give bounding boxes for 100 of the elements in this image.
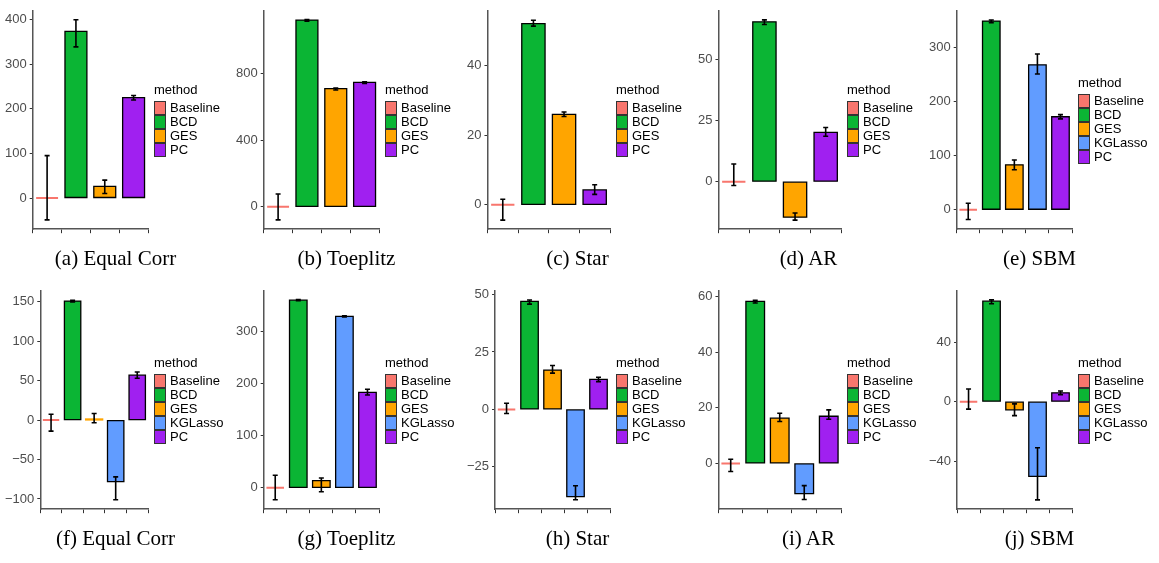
legend-label: PC [632, 142, 651, 157]
legend-label: GES [1094, 401, 1122, 416]
legend-label: KGLasso [863, 415, 917, 430]
legend-label: GES [170, 401, 198, 416]
y-tick-label: 300 [928, 39, 951, 55]
legend-label: Baseline [1094, 93, 1144, 108]
legend-label: BCD [170, 387, 198, 402]
legend-label: Baseline [401, 100, 451, 115]
legend-label: KGLasso [1094, 135, 1148, 150]
y-tick-label: 150 [12, 293, 35, 309]
y-tick-label: 40 [697, 343, 713, 359]
text: (c) Star [545, 246, 610, 271]
legend-label: PC [632, 429, 651, 444]
legend-label: GES [1094, 121, 1122, 136]
legend-title: method [154, 82, 199, 97]
legend-title: method [847, 82, 892, 97]
legend-label: Baseline [632, 100, 682, 115]
legend-label: PC [170, 142, 189, 157]
y-tick-label: 0 [481, 401, 490, 416]
legend-label: BCD [401, 387, 429, 402]
y-tick-label: 100 [4, 145, 27, 161]
legend-label: PC [863, 429, 882, 444]
legend-label: BCD [1094, 387, 1122, 402]
y-tick-label: 100 [928, 147, 951, 163]
legend-title: method [616, 82, 661, 97]
y-tick-label: 200 [235, 375, 258, 391]
y-tick-label: 800 [235, 65, 258, 81]
text: (d) AR [778, 246, 839, 271]
y-tick-label: 100 [12, 332, 35, 348]
y-tick-label: 25 [697, 111, 713, 127]
y-tick-label: 50 [474, 286, 490, 302]
y-tick-label: 20 [466, 126, 482, 142]
y-tick-label: 25 [474, 343, 490, 359]
text: (g) Toeplitz [296, 526, 397, 551]
y-tick-label: 60 [697, 288, 713, 304]
y-tick-label: 50 [697, 50, 713, 66]
y-tick-label: 200 [928, 93, 951, 109]
legend-title: method [1078, 355, 1123, 370]
legend-label: BCD [1094, 107, 1122, 122]
y-tick-label: 300 [4, 55, 27, 71]
legend-label: PC [1094, 149, 1113, 164]
text: (f) Equal Corr [55, 526, 176, 551]
legend-label: BCD [632, 387, 660, 402]
legend-label: Baseline [170, 373, 220, 388]
legend-label: PC [170, 429, 189, 444]
y-tick-label: 0 [19, 189, 27, 205]
legend-label: PC [863, 142, 882, 157]
legend-label: GES [401, 128, 429, 143]
legend-label: Baseline [632, 373, 682, 388]
y-tick-label: 100 [235, 427, 258, 443]
legend-title: method [616, 355, 661, 370]
legend-title: method [1078, 75, 1123, 90]
y-tick-label: 40 [936, 333, 952, 349]
y-tick-label: 0 [250, 198, 258, 214]
legend-title: method [385, 82, 430, 97]
legend-label: Baseline [1094, 373, 1144, 388]
legend-label: PC [401, 429, 420, 444]
text: (h) Star [544, 526, 611, 551]
legend-label: GES [863, 401, 891, 416]
legend-label: GES [170, 128, 198, 143]
y-tick-label: −40 [928, 452, 952, 468]
legend-label: GES [863, 128, 891, 143]
y-tick-label: −50 [12, 451, 35, 467]
legend-label: PC [1094, 429, 1113, 444]
text: (a) Equal Corr [53, 246, 178, 271]
y-tick-label: 200 [4, 100, 27, 116]
y-tick-label: 0 [943, 201, 951, 217]
y-tick-label: 20 [697, 399, 713, 415]
legend-label: BCD [863, 387, 891, 402]
y-tick-label: 0 [705, 454, 713, 470]
y-tick-label: 40 [466, 57, 482, 73]
y-tick-label: 0 [27, 411, 35, 427]
y-tick-label: 0 [943, 393, 952, 409]
legend-label: BCD [401, 114, 429, 129]
legend-label: Baseline [401, 373, 451, 388]
legend-label: BCD [632, 114, 660, 129]
y-tick-label: 50 [19, 372, 35, 388]
y-tick-label: 0 [474, 196, 482, 212]
y-tick-label: 0 [250, 479, 258, 495]
legend-label: BCD [170, 114, 198, 129]
text: (e) SBM [1002, 246, 1077, 271]
y-tick-label: 400 [235, 131, 258, 147]
legend-label: KGLasso [632, 415, 686, 430]
text: (i) AR [780, 526, 837, 551]
y-tick-label: −25 [466, 458, 490, 474]
legend-label: KGLasso [1094, 415, 1148, 430]
legend-label: PC [401, 142, 420, 157]
legend-label: Baseline [863, 373, 913, 388]
legend-title: method [154, 355, 199, 370]
legend-label: GES [401, 401, 429, 416]
legend-label: BCD [863, 114, 891, 129]
legend-label: KGLasso [401, 415, 455, 430]
text: (b) Toeplitz [296, 246, 397, 271]
y-tick-label: 0 [705, 173, 713, 189]
legend-label: Baseline [863, 100, 913, 115]
legend-label: GES [632, 128, 660, 143]
y-tick-label: 400 [4, 11, 27, 27]
text: (j) SBM [1003, 526, 1076, 551]
legend-title: method [385, 355, 430, 370]
legend-title: method [847, 355, 892, 370]
